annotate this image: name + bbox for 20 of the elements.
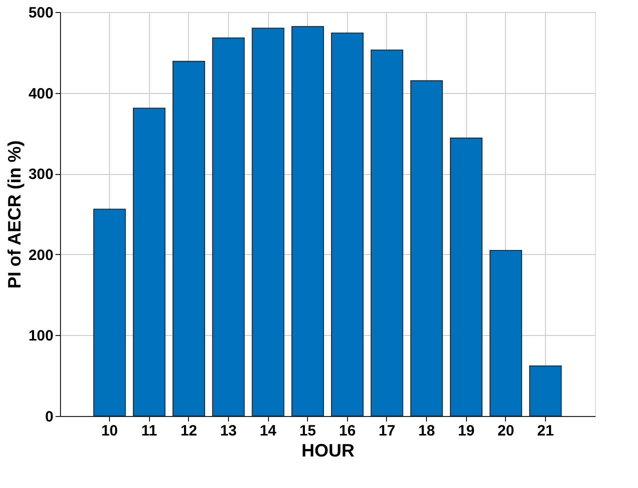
x-tick-label: 14 [260,422,278,440]
x-tick-label: 11 [141,422,158,440]
x-tick-label: 12 [180,422,198,440]
y-tick-label: 500 [28,4,54,22]
y-tick-label: 400 [28,85,54,102]
x-tick-label: 16 [338,422,356,440]
y-tick-label: 0 [45,408,54,426]
x-tick-label: 15 [299,422,316,440]
y-tick-label: 100 [28,328,54,345]
x-tick-label: 19 [458,422,475,440]
x-axis-title: HOUR [302,440,354,460]
y-axis-title: PI of AECR (in %) [4,140,24,289]
x-tick-label: 18 [418,422,435,440]
x-tick-label: 20 [497,422,514,440]
x-tick-label: 13 [220,422,237,440]
y-tick-label: 200 [28,246,54,264]
x-tick-label: 10 [101,422,118,440]
x-tick-label: 21 [537,422,554,440]
x-tick-label: 17 [378,422,396,440]
y-tick-label: 300 [28,166,54,184]
